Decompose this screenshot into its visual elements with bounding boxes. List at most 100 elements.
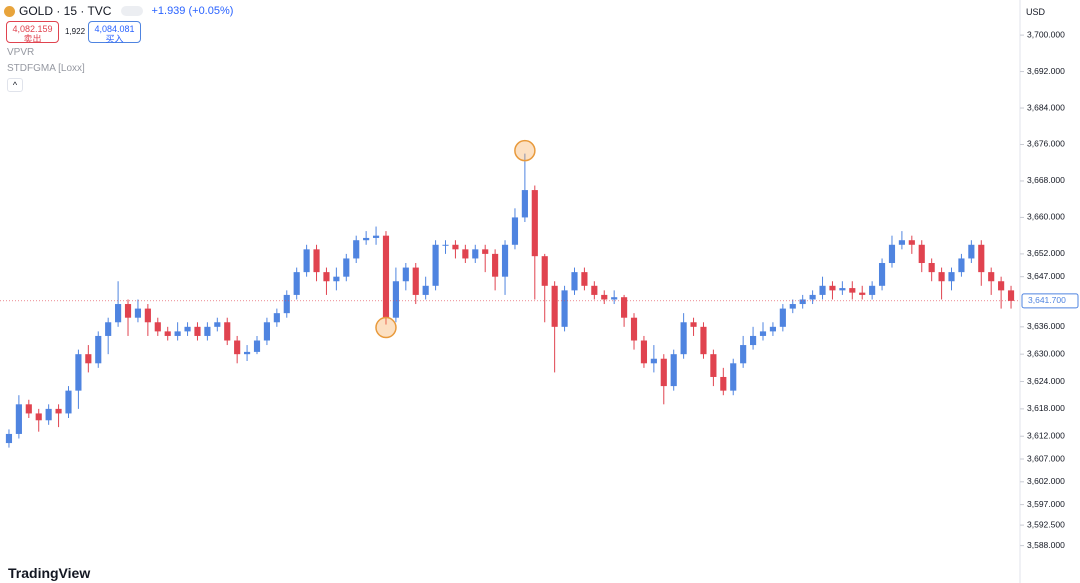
candle-body [740, 345, 747, 364]
candle-body [214, 322, 221, 327]
candle-body [372, 235, 380, 238]
y-tick-label: 3,630.000 [1027, 348, 1065, 358]
collapse-button[interactable]: ^ [7, 78, 23, 92]
candle-body [45, 408, 52, 421]
candle-body [452, 244, 459, 250]
buy-label: 买入 [105, 34, 124, 44]
candle-body [273, 313, 280, 323]
candle-body [878, 263, 886, 286]
candle-body [472, 249, 479, 259]
candle-body [700, 326, 707, 355]
last-price-box [1021, 293, 1079, 309]
sell-button[interactable]: 4,082.159 卖出 [6, 21, 59, 44]
currency[interactable]: USD [1026, 7, 1046, 17]
candle-body [621, 297, 628, 318]
candle-body [224, 322, 231, 341]
candle-body [571, 272, 578, 291]
candle-body [819, 285, 826, 295]
candle-body [968, 244, 975, 259]
candle-body [908, 240, 915, 245]
candle-body [730, 363, 737, 391]
candle-body [402, 267, 409, 282]
candle-body [303, 249, 310, 273]
candle-body [432, 244, 439, 286]
candle-body [720, 376, 727, 391]
candle-body [829, 285, 836, 291]
candle-body [849, 288, 856, 293]
candle-body [630, 317, 638, 341]
candle-body [640, 340, 648, 364]
candle-body [313, 249, 320, 273]
y-tick-label: 3,700.000 [1027, 29, 1065, 39]
candle-body [422, 285, 429, 295]
candle-body [809, 294, 816, 300]
y-tick-label: 3,624.000 [1027, 376, 1065, 386]
y-tick-label: 3,652.000 [1027, 248, 1065, 258]
candle-body [244, 351, 251, 355]
candle-body [363, 237, 370, 241]
y-tick-label: 3,668.000 [1027, 175, 1065, 185]
candle-body [5, 433, 13, 444]
y-tick-label: 3,618.000 [1027, 403, 1065, 413]
candle-body [124, 304, 132, 318]
candle-body [35, 413, 42, 421]
candle-body [75, 354, 82, 391]
brand: TradingView [8, 565, 91, 581]
candle-body [134, 308, 142, 318]
candle-body [174, 331, 181, 336]
indicator[interactable]: STDFGMA [Loxx] [7, 63, 85, 74]
candle-body [958, 258, 965, 273]
candle-body [253, 340, 261, 352]
last-price-label: 3,641.700 [1028, 295, 1066, 305]
highlight-marker [514, 139, 536, 162]
candle-body [204, 326, 211, 336]
y-tick-label: 3,602.000 [1027, 476, 1065, 486]
candle-body [978, 244, 985, 273]
candle-body [690, 322, 697, 327]
candle-body [154, 322, 161, 332]
indicator[interactable]: VPVR [7, 47, 35, 58]
symbol[interactable]: GOLD · 15 · TVC [19, 4, 112, 18]
candle-body [938, 272, 945, 282]
symbol-row: GOLD · 15 · TVC +1.939 (+0.05%) [4, 4, 233, 18]
candle-body [55, 408, 62, 414]
y-tick-label: 3,636.000 [1027, 321, 1065, 331]
candle-body [750, 335, 757, 346]
candle-body [85, 354, 92, 364]
candle-body [650, 358, 657, 364]
candle-body [948, 272, 955, 282]
candle-body [888, 244, 896, 264]
y-tick-label: 3,684.000 [1027, 102, 1065, 112]
candle-body [462, 249, 469, 259]
candle-body [194, 326, 201, 336]
candle-body [660, 358, 667, 387]
y-tick-label: 3,676.000 [1027, 139, 1065, 149]
candle-body [164, 331, 171, 336]
candle-body [670, 354, 677, 387]
candle-body [234, 340, 241, 355]
candle-body [65, 390, 72, 414]
candle-body [531, 190, 538, 257]
candle-body [988, 272, 995, 282]
candle-body [611, 297, 618, 300]
candle-body [105, 322, 112, 336]
y-tick-label: 3,612.000 [1027, 430, 1065, 440]
candle-body [859, 292, 866, 295]
y-tick-label: 3,592.500 [1027, 519, 1065, 529]
candle-body [680, 322, 687, 355]
status-icon [121, 6, 144, 16]
candle-body [581, 272, 588, 286]
candle-body [15, 404, 22, 434]
spread: 1,922 [65, 27, 86, 36]
candle-body [442, 244, 449, 246]
candle-body [869, 285, 876, 295]
candle-body [144, 308, 151, 323]
candle-body [412, 267, 419, 295]
candle-body [521, 190, 528, 218]
buy-button[interactable]: 4,084.081 买入 [88, 21, 141, 44]
candle-body [492, 253, 499, 277]
y-tick-label: 3,692.000 [1027, 66, 1065, 76]
candle-body [184, 326, 191, 332]
